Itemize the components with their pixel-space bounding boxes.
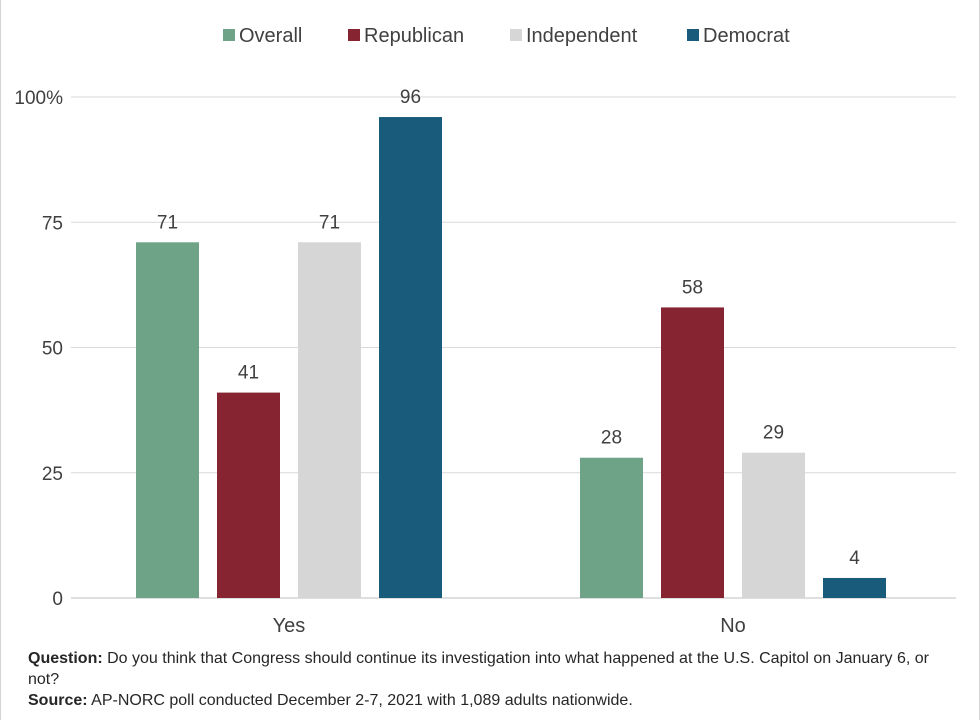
bar-yes-independent — [298, 242, 361, 599]
bar-yes-democrat — [379, 117, 442, 598]
gridlines — [71, 96, 956, 599]
legend-swatch-independent — [510, 29, 522, 41]
legend-swatch-democrat — [687, 29, 699, 41]
legend-label-independent: Independent — [526, 25, 638, 47]
x-axis-categories: Yes No — [273, 615, 746, 637]
source-label: Source: — [28, 692, 88, 709]
x-category-label-no: No — [720, 615, 746, 637]
legend: Overall Republican Independent Democrat — [223, 25, 790, 47]
source-text: AP-NORC poll conducted December 2-7, 202… — [91, 692, 633, 709]
bar-no-overall — [580, 457, 643, 598]
legend-label-democrat: Democrat — [703, 25, 790, 47]
value-label: 28 — [601, 428, 622, 449]
bar-chart: Overall Republican Independent Democrat 0 25… — [14, 25, 956, 637]
bars — [136, 117, 886, 599]
bar-yes-overall — [136, 242, 199, 599]
bar-yes-republican — [217, 392, 280, 598]
value-labels: 71 41 71 96 28 58 29 4 — [157, 87, 860, 569]
y-tick-label: 100% — [14, 88, 63, 109]
value-label: 4 — [849, 548, 860, 569]
bar-no-democrat — [823, 577, 886, 598]
value-label: 29 — [763, 423, 784, 444]
y-axis-ticks: 0 25 50 75 100% — [14, 88, 63, 610]
y-tick-label: 25 — [42, 464, 63, 485]
value-label: 71 — [319, 212, 340, 233]
y-tick-label: 50 — [42, 339, 63, 360]
x-category-label-yes: Yes — [273, 615, 306, 637]
legend-label-overall: Overall — [239, 25, 302, 47]
value-label: 41 — [238, 363, 259, 384]
bar-no-independent — [742, 452, 805, 598]
question-text: Do you think that Congress should contin… — [28, 650, 929, 688]
question-note: Question: Do you think that Congress sho… — [28, 648, 963, 690]
y-tick-label: 75 — [42, 213, 63, 234]
bar-no-republican — [661, 307, 724, 598]
question-label: Question: — [28, 650, 103, 667]
legend-swatch-overall — [223, 29, 235, 41]
legend-label-republican: Republican — [364, 25, 464, 47]
source-note: Source: AP-NORC poll conducted December … — [28, 690, 963, 711]
value-label: 71 — [157, 212, 178, 233]
y-tick-label: 0 — [52, 589, 63, 610]
value-label: 58 — [682, 277, 703, 298]
legend-swatch-republican — [348, 29, 360, 41]
value-label: 96 — [400, 87, 421, 108]
footnotes: Question: Do you think that Congress sho… — [28, 648, 963, 711]
